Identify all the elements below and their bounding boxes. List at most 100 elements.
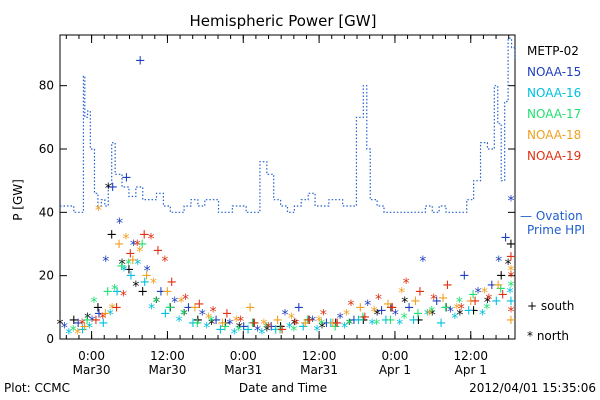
data-point-noaa-19: * xyxy=(508,305,515,321)
data-point-noaa-18: * xyxy=(178,295,185,311)
data-point-noaa-16: + xyxy=(243,323,254,338)
data-point-noaa-15: + xyxy=(266,319,277,334)
data-point-noaa-19: * xyxy=(320,308,327,324)
data-point-noaa-17: * xyxy=(125,257,132,273)
data-point-noaa-19: * xyxy=(292,317,299,333)
data-point-noaa-15: + xyxy=(376,304,387,319)
data-point-noaa-15: * xyxy=(309,314,316,330)
data-point-metp-02: * xyxy=(181,308,188,324)
data-point-noaa-16: * xyxy=(203,320,210,336)
data-point-noaa-15: + xyxy=(73,316,84,331)
data-point-noaa-16: * xyxy=(286,320,293,336)
x-tick-label-date: Mar30 xyxy=(148,363,186,377)
data-point-noaa-18: * xyxy=(205,311,212,327)
data-point-noaa-15: * xyxy=(282,308,289,324)
data-point-noaa-18: * xyxy=(150,276,157,292)
data-point-noaa-19: + xyxy=(221,307,232,322)
data-point-noaa-15: + xyxy=(155,285,166,300)
data-point-metp-02: * xyxy=(153,295,160,311)
data-point-noaa-15: + xyxy=(500,231,511,246)
data-point-noaa-18: + xyxy=(141,269,152,284)
data-point-noaa-17: + xyxy=(164,300,175,315)
data-point-noaa-16: + xyxy=(270,323,281,338)
data-point-noaa-19: + xyxy=(277,323,288,338)
x-tick-label-time: 0:00 xyxy=(381,349,408,363)
data-point-noaa-15: * xyxy=(102,254,109,270)
data-point-noaa-17: + xyxy=(116,259,127,274)
data-point-noaa-18: * xyxy=(260,317,267,333)
data-point-noaa-18: * xyxy=(315,314,322,330)
data-point-noaa-17: + xyxy=(102,285,113,300)
data-point-metp-02: * xyxy=(119,257,126,273)
data-point-noaa-15: * xyxy=(495,254,502,270)
data-point-metp-02: * xyxy=(132,279,139,295)
x-tick-label-time: 12:00 xyxy=(302,349,337,363)
data-point-metp-02: + xyxy=(68,313,79,328)
data-point-metp-02: * xyxy=(318,320,325,336)
data-point-noaa-16: * xyxy=(231,327,238,343)
data-point-metp-02: * xyxy=(105,181,112,197)
data-point-noaa-15: + xyxy=(404,300,415,315)
data-point-noaa-16: + xyxy=(436,316,447,331)
data-point-noaa-19: * xyxy=(99,311,106,327)
plot-credit: Plot: CCMC xyxy=(4,381,70,395)
ovation-label-line1: — Ovation xyxy=(520,209,583,223)
data-point-noaa-19: + xyxy=(387,300,398,315)
data-point-noaa-15: + xyxy=(183,300,194,315)
data-point-noaa-18: + xyxy=(100,307,111,322)
legend-entry: METP-02 xyxy=(527,44,579,58)
data-point-metp-02: + xyxy=(248,316,259,331)
data-point-noaa-19: * xyxy=(430,292,437,308)
data-point-noaa-19: * xyxy=(182,292,189,308)
data-point-noaa-18: * xyxy=(136,244,143,260)
data-point-noaa-17: + xyxy=(440,300,451,315)
data-point-metp-02: + xyxy=(220,316,231,331)
data-point-noaa-15: * xyxy=(508,194,515,210)
y-tick-label: 20 xyxy=(39,269,54,283)
data-point-noaa-19: + xyxy=(194,297,205,312)
data-point-noaa-16: + xyxy=(215,323,226,338)
data-point-noaa-15: * xyxy=(475,286,482,302)
data-point-noaa-17: * xyxy=(180,308,187,324)
data-point-noaa-18: + xyxy=(127,253,138,268)
data-point-noaa-15: * xyxy=(226,317,233,333)
data-point-noaa-19: + xyxy=(414,285,425,300)
data-point-noaa-19: * xyxy=(120,289,127,305)
data-point-noaa-19: * xyxy=(265,320,272,336)
data-point-noaa-16: + xyxy=(353,313,364,328)
data-point-noaa-19: * xyxy=(79,317,86,333)
data-point-noaa-18: * xyxy=(122,232,129,248)
data-point-noaa-18: + xyxy=(493,278,504,293)
data-point-noaa-15: + xyxy=(349,313,360,328)
data-point-noaa-16: * xyxy=(176,314,183,330)
data-point-metp-02: + xyxy=(303,313,314,328)
data-point-noaa-17: + xyxy=(495,281,506,296)
data-point-metp-02: + xyxy=(275,319,286,334)
data-point-noaa-19: + xyxy=(166,275,177,290)
data-point-noaa-18: * xyxy=(343,308,350,324)
data-point-noaa-16: * xyxy=(479,308,486,324)
data-point-noaa-16: * xyxy=(341,320,348,336)
data-point-noaa-16: * xyxy=(134,257,141,273)
x-tick-label-time: 0:00 xyxy=(230,349,257,363)
data-point-noaa-15: + xyxy=(135,53,146,68)
data-point-noaa-16: * xyxy=(258,327,265,343)
data-point-noaa-17: * xyxy=(428,305,435,321)
y-axis-label: P [GW] xyxy=(11,179,25,221)
legend-entry: NOAA-19 xyxy=(527,149,581,163)
data-point-noaa-15: * xyxy=(392,308,399,324)
data-point-noaa-15: * xyxy=(144,263,151,279)
data-point-metp-02: * xyxy=(429,308,436,324)
data-point-noaa-17: + xyxy=(247,316,258,331)
data-point-noaa-17: + xyxy=(275,323,286,338)
y-axis: 0 20 40 60 80 xyxy=(39,79,515,346)
data-point-metp-02: * xyxy=(346,317,353,333)
data-point-noaa-19: + xyxy=(111,300,122,315)
data-point-metp-02: + xyxy=(506,237,517,252)
data-point-noaa-19: + xyxy=(470,294,481,309)
data-point-metp-02: * xyxy=(57,317,64,333)
data-point-noaa-18: * xyxy=(233,314,240,330)
data-point-noaa-15: * xyxy=(364,298,371,314)
data-point-noaa-19: * xyxy=(458,301,465,317)
y-tick-label: 0 xyxy=(46,332,54,346)
